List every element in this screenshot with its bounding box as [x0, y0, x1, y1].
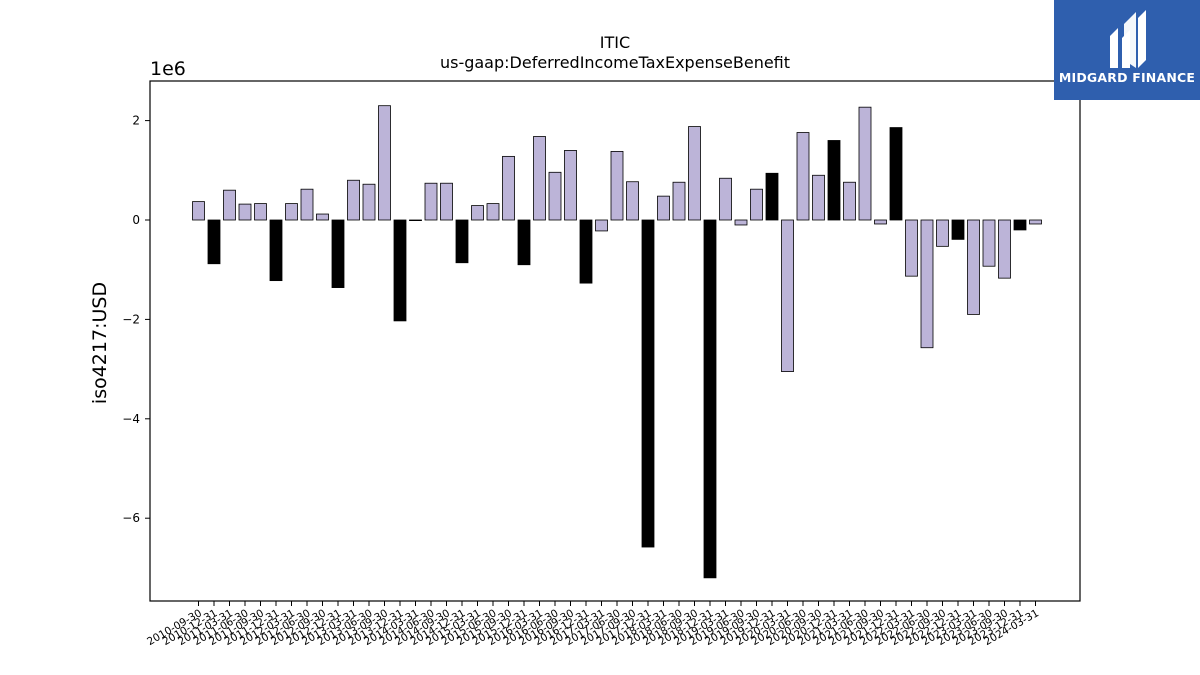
bar-2020-03-31 [781, 219, 794, 372]
bar-2019-03-31 [719, 177, 732, 221]
y-axis-scale-label: 1e6 [150, 58, 186, 80]
y-tick-label: −6 [122, 511, 140, 525]
bar-2015-03-31 [471, 205, 484, 221]
bar-2021-12-31 [889, 127, 903, 221]
bar-2022-12-31 [951, 219, 965, 240]
bar-2013-06-30 [362, 183, 376, 221]
y-axis-ticks: −6 −4 −2 0 2 [122, 114, 150, 525]
bars-group [192, 105, 1042, 579]
bar-2022-06-30 [920, 219, 934, 349]
bar-2012-03-31 [285, 203, 298, 221]
bar-2019-12-31 [765, 172, 779, 221]
chart-title: ITIC [600, 33, 630, 52]
bar-2016-06-30 [548, 171, 562, 221]
bar-2023-03-31 [967, 219, 980, 315]
bar-2018-12-31 [703, 219, 717, 579]
bar-2011-03-31 [223, 189, 236, 221]
bar-2013-09-30 [378, 105, 391, 221]
bar-2017-09-30 [626, 181, 639, 221]
bar-2012-09-30 [316, 213, 329, 221]
y-tick-label: −4 [122, 412, 140, 426]
bar-2011-06-30 [238, 203, 252, 221]
bar-2020-09-30 [812, 174, 825, 221]
bar-2013-12-31 [393, 219, 407, 322]
bar-2017-03-31 [595, 219, 608, 232]
chart-subtitle: us-gaap:DeferredIncomeTaxExpenseBenefit [440, 53, 790, 72]
bar-2018-03-31 [657, 195, 670, 221]
bar-2017-12-31 [641, 219, 655, 548]
bar-2018-06-30 [672, 181, 686, 221]
plot-frame [149, 80, 1081, 602]
bar-2023-12-31 [1013, 219, 1027, 231]
bar-2014-03-31 [409, 219, 422, 222]
bar-2016-03-31 [533, 136, 546, 221]
bar-2019-09-30 [750, 188, 763, 221]
bar-2017-06-30 [610, 151, 624, 221]
midgard-logo-icon [1110, 10, 1146, 68]
y-tick-label: 2 [132, 114, 140, 128]
bar-2011-09-30 [254, 203, 267, 221]
bar-2022-03-31 [905, 219, 918, 277]
bar-2015-12-31 [517, 219, 531, 266]
bar-2016-12-31 [579, 219, 593, 284]
bar-2010-12-31 [207, 219, 221, 265]
bar-2011-12-31 [269, 219, 283, 282]
bar-2014-06-30 [424, 182, 438, 221]
y-tick-label: 0 [132, 213, 140, 227]
bar-2015-06-30 [486, 203, 500, 221]
bar-2015-09-30 [502, 155, 515, 221]
brand-logo-text: MIDGARD FINANCE [1058, 70, 1196, 85]
bar-2019-06-30 [734, 219, 748, 226]
bar-2013-03-31 [347, 179, 360, 221]
bar-2024-03-31 [1029, 219, 1042, 225]
bar-2021-06-30 [858, 106, 872, 221]
bar-2012-06-30 [300, 188, 314, 221]
bar-2021-09-30 [874, 219, 887, 225]
y-tick-label: −2 [122, 312, 140, 326]
x-axis-ticks: 2010-09-302010-12-312011-03-312011-06-30… [145, 601, 1041, 648]
bar-2010-09-30 [192, 201, 205, 221]
bar-2018-09-30 [688, 126, 701, 221]
bar-2014-12-31 [455, 219, 469, 264]
bar-2021-03-31 [843, 181, 856, 221]
bar-2023-09-30 [998, 219, 1011, 279]
bar-2023-06-30 [982, 219, 996, 267]
brand-logo: MIDGARD FINANCE [1054, 0, 1200, 100]
bar-2020-12-31 [827, 140, 841, 221]
bar-2012-12-31 [331, 219, 345, 288]
bar-2020-06-30 [796, 132, 810, 221]
y-axis-label: iso4217:USD [89, 282, 111, 404]
bar-2014-09-30 [440, 182, 453, 221]
bar-2022-09-30 [936, 219, 949, 247]
bar-2016-09-30 [564, 150, 577, 221]
